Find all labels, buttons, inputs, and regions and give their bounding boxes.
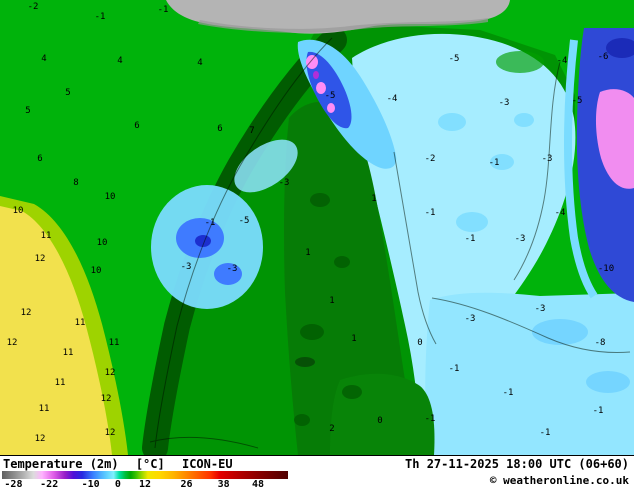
scale-tick: 48	[251, 479, 264, 490]
map-graphic	[0, 0, 634, 455]
scale-tick: 12	[138, 479, 152, 490]
temp-value-label: 1	[351, 334, 357, 344]
temp-value-label: 11	[108, 338, 120, 348]
temp-value-label: -5	[571, 96, 583, 106]
unit-label: [°C]	[135, 457, 165, 471]
temp-value-label: 1	[371, 194, 377, 204]
temp-value-label: 6	[217, 124, 223, 134]
temp-value-label: 6	[37, 154, 43, 164]
temp-value-label: 11	[38, 404, 50, 414]
temp-value-label: 11	[74, 318, 86, 328]
region-sweden	[284, 101, 415, 455]
temp-value-label: 4	[41, 54, 47, 64]
scale-tick: -10	[81, 479, 100, 490]
temp-value-label: -1	[157, 5, 169, 15]
temp-value-label: -3	[541, 154, 553, 164]
scale-gradient-bar	[2, 471, 288, 479]
region-cold-patch-mid	[234, 139, 298, 193]
temp-value-label: 11	[62, 348, 74, 358]
region-south-norway-cold	[151, 185, 263, 309]
temp-value-label: -6	[597, 52, 609, 62]
temp-value-label: 0	[377, 416, 383, 426]
temperature-scale: -28 -22 -10 0 12 26 38 48	[2, 471, 288, 490]
temp-value-label: 10	[104, 192, 116, 202]
temp-value-label: 12	[20, 308, 32, 318]
temp-value-label: -3	[514, 234, 526, 244]
temp-value-label: -1	[592, 406, 604, 416]
region-east-verycold	[564, 28, 634, 302]
temp-value-label: 12	[34, 254, 46, 264]
temp-value-label: 1	[329, 296, 335, 306]
scale-tick: 38	[217, 479, 230, 490]
temp-value-label: -10	[597, 264, 615, 274]
info-bar: Temperature (2m) [°C] ICON-EU Th 27-11-2…	[0, 455, 634, 490]
temp-value-label: -3	[180, 262, 192, 272]
temp-value-label: -8	[594, 338, 606, 348]
region-arctic-gray	[166, 0, 510, 34]
texture-blobs	[294, 51, 630, 426]
temp-value-label: 10	[90, 266, 102, 276]
temp-value-label: -1	[539, 428, 551, 438]
temp-value-label: -5	[324, 91, 336, 101]
scale-tick: 0	[114, 479, 121, 490]
temp-value-label: -4	[386, 94, 398, 104]
temp-value-label: -1	[448, 364, 460, 374]
temp-value-label: -2	[27, 2, 39, 12]
temp-value-label: -3	[534, 304, 546, 314]
temperature-map: -2 -1 -1 4 4 4 5 5 6 6 6 7 8 10 10 10 11 12 10 12 11 12 11 11 11…	[0, 0, 634, 455]
temp-value-label: 12	[34, 434, 46, 444]
temp-value-label: -1	[424, 208, 436, 218]
temp-value-label: 11	[54, 378, 66, 388]
temp-value-label: 0	[417, 338, 423, 348]
region-north-cold-band	[297, 39, 397, 169]
temp-value-label: -1	[464, 234, 476, 244]
temp-value-label: -3	[278, 178, 290, 188]
temp-value-label: -3	[226, 264, 238, 274]
temp-value-label: 2	[329, 424, 335, 434]
scale-ticks: -28 -22 -10 0 12 26 38 48	[2, 480, 288, 490]
datetime-label: Th 27-11-2025 18:00 UTC (06+60)	[405, 457, 629, 471]
temp-value-label: -5	[238, 216, 250, 226]
temp-value-label: -1	[488, 158, 500, 168]
temp-value-label: 6	[134, 121, 140, 131]
temp-value-label: -1	[94, 12, 106, 22]
temp-value-label: 12	[100, 394, 112, 404]
temp-value-label: 12	[104, 368, 116, 378]
scale-tick: 26	[180, 479, 193, 490]
temp-value-label: -1	[204, 218, 216, 228]
temp-value-label: 11	[40, 231, 52, 241]
temp-value-label: 10	[96, 238, 108, 248]
temp-value-label: 4	[117, 56, 123, 66]
temp-value-label: -5	[448, 54, 460, 64]
temp-value-label: -4	[554, 208, 566, 218]
model-label: ICON-EU	[181, 457, 233, 471]
temp-value-label: 4	[197, 58, 203, 68]
temp-value-label: 10	[12, 206, 24, 216]
temperature-labels-layer: -2 -1 -1 4 4 4 5 5 6 6 6 7 8 10 10 10 11 12 10 12 11 12 11 11 11…	[6, 2, 615, 444]
region-yellowgreen-band	[0, 196, 128, 455]
coastlines	[149, 37, 631, 449]
temp-value-label: 12	[6, 338, 18, 348]
temp-value-label: 5	[25, 106, 31, 116]
temp-value-label: -1	[424, 414, 436, 424]
region-finland-cold	[352, 33, 576, 455]
temp-value-label: 8	[73, 178, 79, 188]
region-warm-yellow	[0, 206, 112, 455]
temp-value-label: -2	[424, 154, 436, 164]
temp-value-label: -1	[502, 388, 514, 398]
scale-tick: -22	[40, 479, 59, 490]
copyright-label: © weatheronline.co.uk	[489, 474, 629, 487]
parameter-label: Temperature (2m)	[3, 457, 119, 471]
scale-tick: -28	[4, 479, 23, 490]
temp-value-label: 7	[249, 126, 255, 136]
legend-title-row: Temperature (2m) [°C] ICON-EU	[3, 457, 243, 471]
temp-value-label: 1	[305, 248, 311, 258]
temp-value-label: -3	[498, 98, 510, 108]
temp-value-label: -4	[556, 56, 568, 66]
temp-value-label: 5	[65, 88, 71, 98]
temp-value-label: -3	[464, 314, 476, 324]
temp-value-label: 12	[104, 428, 116, 438]
